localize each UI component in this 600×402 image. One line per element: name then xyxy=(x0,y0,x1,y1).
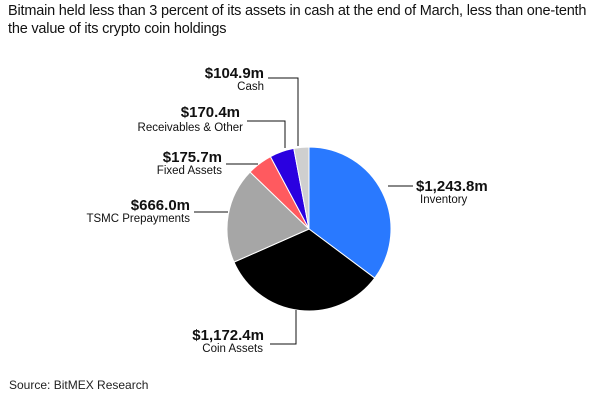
leader-line-receivables-other xyxy=(247,120,286,148)
slice-cash xyxy=(293,146,310,230)
slice-inventory xyxy=(308,146,392,279)
category-label-fixed-assets: Fixed Assets xyxy=(157,165,222,177)
value-label-coin-assets: $1,172.4m xyxy=(192,327,264,344)
value-label-fixed-assets: $175.7m xyxy=(163,149,222,166)
category-label-receivables-other: Receivables & Other xyxy=(138,122,244,134)
value-label-inventory: $1,243.8m xyxy=(416,178,488,195)
category-label-tsmc-prepayments: TSMC Prepayments xyxy=(86,213,190,225)
value-label-receivables-other: $170.4m xyxy=(181,104,240,121)
category-label-coin-assets: Coin Assets xyxy=(202,343,263,355)
chart-title: Bitmain held less than 3 percent of its … xyxy=(8,3,587,37)
leader-lines xyxy=(194,77,413,345)
category-label-cash: Cash xyxy=(237,81,264,93)
leader-line-cash xyxy=(268,77,299,146)
slice-tsmc-prepayments xyxy=(226,171,310,263)
value-label-cash: $104.9m xyxy=(205,65,264,82)
pie-slices xyxy=(226,146,392,312)
slice-coin-assets xyxy=(233,228,376,312)
value-label-tsmc-prepayments: $666.0m xyxy=(131,197,190,214)
category-label-inventory: Inventory xyxy=(420,194,468,206)
leader-line-coin-assets xyxy=(270,310,297,345)
source-note: Source: BitMEX Research xyxy=(9,378,149,392)
